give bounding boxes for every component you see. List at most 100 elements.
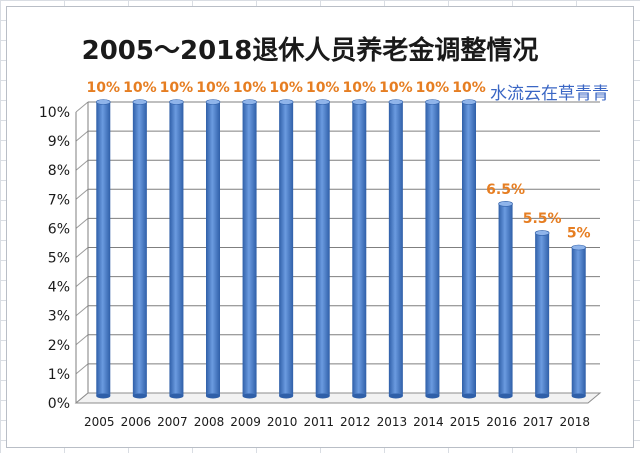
- y-tick-label: 10%: [39, 105, 70, 121]
- gridline-depth: [75, 305, 89, 317]
- bar-base: [425, 393, 440, 399]
- bar-group: [425, 99, 440, 399]
- bar: [571, 247, 586, 396]
- gridline-depth: [75, 159, 89, 171]
- bar-base: [571, 393, 586, 399]
- x-tick-label: 2014: [413, 415, 444, 429]
- x-tick-label: 2012: [340, 415, 371, 429]
- bar: [535, 232, 550, 396]
- data-label: 10%: [379, 80, 413, 96]
- bar-top: [169, 99, 184, 105]
- chart-title: 2005～2018退休人员养老金调整情况: [81, 36, 539, 66]
- bar: [206, 102, 220, 396]
- bar: [96, 102, 111, 396]
- x-tick-label: 2006: [121, 415, 152, 429]
- bar-group: [95, 99, 111, 399]
- data-label: 10%: [452, 80, 486, 96]
- gridline-depth: [75, 101, 89, 113]
- bar-group: [388, 99, 404, 399]
- data-label: 10%: [233, 80, 267, 96]
- bar-group: [461, 99, 477, 399]
- gridline-depth: [75, 218, 89, 229]
- bar-base: [96, 393, 111, 399]
- x-tick-label: 2016: [486, 415, 517, 429]
- watermark-text: 水流云在草青青: [490, 84, 609, 104]
- bar-top: [461, 99, 477, 105]
- bar-top: [242, 99, 257, 105]
- x-tick-label: 2009: [230, 415, 261, 429]
- data-label: 6.5%: [486, 182, 525, 198]
- bar-top: [425, 99, 440, 105]
- data-label: 10%: [123, 80, 157, 96]
- x-tick-label: 2008: [194, 415, 225, 429]
- x-tick-label: 2005: [84, 415, 115, 429]
- y-tick-label: 5%: [48, 251, 70, 267]
- bar: [352, 102, 367, 396]
- bar-base: [388, 393, 403, 399]
- bar-top: [278, 99, 294, 105]
- bar-group: [169, 99, 184, 399]
- bar-group: [278, 99, 294, 399]
- y-tick-label: 9%: [48, 134, 70, 150]
- x-tick-label: 2017: [523, 415, 554, 429]
- data-label: 10%: [306, 80, 340, 96]
- bar-group: [498, 201, 513, 399]
- data-label: 10%: [416, 80, 450, 96]
- y-tick-label: 8%: [48, 163, 70, 179]
- bar-top: [205, 99, 221, 105]
- data-label: 10%: [160, 80, 194, 96]
- bar-top: [132, 99, 148, 105]
- y-tick-label: 3%: [48, 309, 70, 325]
- bar-top: [315, 99, 331, 105]
- bar-base: [535, 393, 550, 399]
- gridline-depth: [75, 188, 89, 200]
- bar: [242, 102, 257, 396]
- bar: [462, 102, 476, 396]
- bar-group: [205, 99, 221, 399]
- bar-base: [352, 393, 367, 399]
- x-tick-label: 2010: [267, 415, 298, 429]
- bar-top: [351, 99, 367, 105]
- y-tick-label: 0%: [48, 396, 70, 412]
- bar-top: [534, 230, 550, 236]
- bar-base: [315, 393, 330, 399]
- bar-top: [498, 201, 513, 207]
- bar-group: [315, 99, 331, 399]
- x-tick-label: 2007: [157, 415, 188, 429]
- bar: [498, 203, 513, 396]
- bar-group: [571, 244, 587, 399]
- data-label: 10%: [269, 80, 303, 96]
- bar-group: [534, 230, 550, 399]
- chart-floor: [74, 392, 602, 404]
- data-label: 5.5%: [523, 211, 562, 227]
- data-label: 10%: [343, 80, 377, 96]
- bar-top: [388, 99, 404, 105]
- bar-base: [206, 393, 220, 399]
- y-tick-label: 6%: [48, 221, 70, 237]
- bar: [279, 102, 294, 396]
- bar-top: [95, 99, 111, 105]
- bar-base: [498, 393, 513, 399]
- gridline-depth: [75, 247, 89, 258]
- gridline-depth: [75, 363, 89, 375]
- bar-group: [351, 99, 367, 399]
- bar-base: [462, 393, 476, 399]
- x-tick-label: 2018: [559, 415, 590, 429]
- y-tick-label: 2%: [48, 338, 70, 354]
- data-label: 10%: [196, 80, 230, 96]
- gridline-depth: [75, 334, 89, 346]
- y-tick-label: 7%: [48, 192, 70, 208]
- x-tick-label: 2011: [303, 415, 334, 429]
- x-tick-label: 2015: [450, 415, 481, 429]
- data-label: 5%: [567, 226, 591, 242]
- bar-base: [279, 393, 294, 399]
- bar: [169, 102, 184, 396]
- gridline-depth: [75, 276, 89, 287]
- bar-group: [132, 99, 148, 399]
- gridline-depth: [75, 130, 89, 142]
- bar-base: [242, 393, 257, 399]
- bar-base: [169, 393, 184, 399]
- bar-group: [242, 99, 257, 399]
